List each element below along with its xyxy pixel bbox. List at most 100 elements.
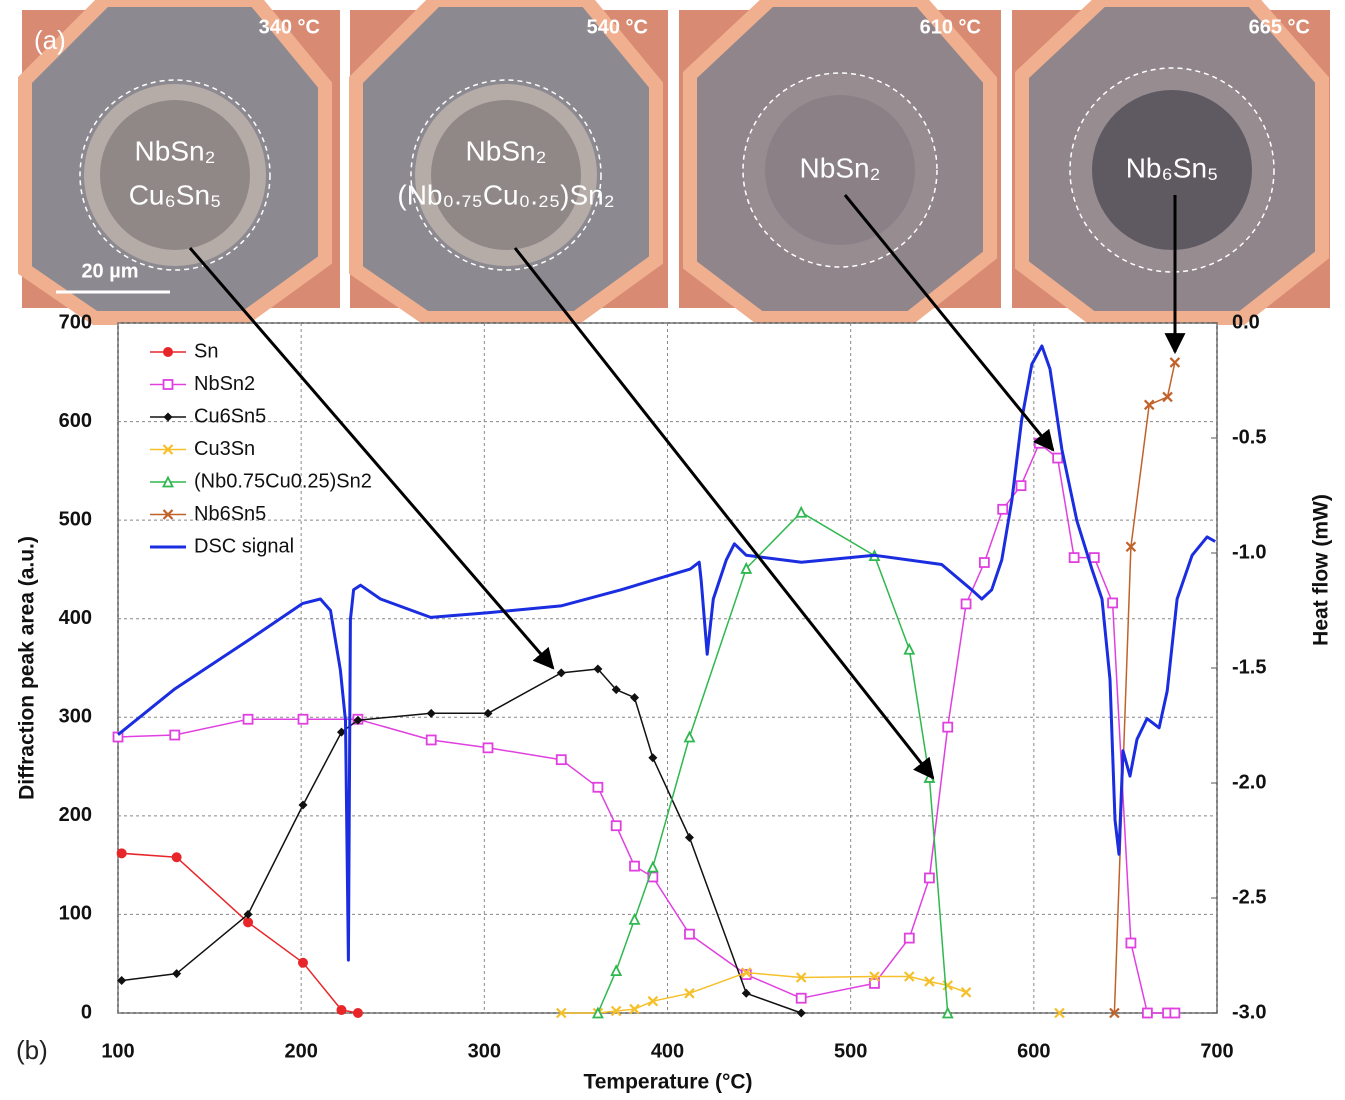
panel-label: (a) (34, 25, 66, 55)
marker (1143, 399, 1155, 411)
marker (243, 917, 254, 928)
y2-tick-label: -3.0 (1232, 1001, 1266, 1023)
y-tick-label: 0 (81, 1001, 92, 1023)
x-tick-label: 300 (468, 1040, 501, 1062)
marker (1033, 437, 1045, 449)
marker (611, 685, 621, 695)
marker (795, 505, 808, 518)
marker (425, 734, 437, 746)
marker (903, 932, 915, 944)
dsc-line (117, 344, 1216, 962)
marker (593, 664, 603, 674)
micrographs: 340 °C NbSn₂ Cu₆Sn₅ 540 °C NbSn₂ (Nb₀.₇₅Cu₀.₂… (18, 0, 1330, 325)
marker (628, 912, 641, 925)
marker (592, 781, 604, 793)
marker (298, 800, 308, 810)
marker (960, 987, 972, 998)
marker (741, 988, 751, 998)
y2-tick-label: -2.0 (1232, 771, 1266, 793)
marker (1015, 480, 1027, 492)
x-axis-title: Temperature (°C) (583, 1071, 752, 1094)
legend-label: (Nb0.75Cu0.25)Sn2 (194, 470, 372, 492)
legend: Sn NbSn2 Cu6Sn5 Cu3Sn (Nb0.75Cu0.25)Sn2 Nb6Sn… (150, 340, 372, 557)
marker (353, 715, 363, 725)
marker (162, 509, 174, 520)
marker (1162, 391, 1173, 403)
marker (483, 708, 493, 718)
marker (336, 727, 346, 737)
arrow (843, 194, 1055, 452)
marker (903, 642, 916, 655)
marker (795, 992, 807, 1004)
marker (924, 872, 935, 884)
phase-label: NbSn₂ (466, 135, 547, 166)
y-tick-label: 400 (59, 607, 92, 629)
phase-label: NbSn₂ (135, 135, 216, 166)
marker (629, 860, 640, 872)
marker (591, 1006, 604, 1019)
marker (683, 730, 696, 743)
arrow (513, 247, 935, 780)
marker (1068, 552, 1080, 563)
marker (555, 754, 567, 766)
reaction-core (765, 95, 915, 245)
marker (171, 852, 182, 863)
temperature-label: 340 °C (259, 16, 320, 38)
marker (1169, 357, 1181, 368)
marker (163, 347, 173, 357)
marker (162, 475, 174, 488)
marker (941, 1006, 954, 1019)
marker (1054, 1007, 1065, 1019)
marker (740, 967, 752, 978)
marker (172, 969, 182, 979)
marker (1107, 597, 1118, 609)
phase-label: (Nb₀.₇₅Cu₀.₂₅)Sn₂ (397, 179, 614, 210)
x-tick-label: 100 (101, 1040, 134, 1062)
outline (742, 72, 938, 268)
legend-label: Cu6Sn5 (194, 405, 266, 427)
marker (684, 833, 694, 843)
y2-axis-title: Heat flow (mW) (1310, 494, 1333, 646)
x-tick-label: 700 (1200, 1040, 1233, 1062)
arrow (188, 247, 555, 670)
marker (1141, 1007, 1153, 1019)
marker (297, 957, 308, 968)
marker (169, 729, 181, 741)
marker (1125, 541, 1137, 553)
marker (610, 1005, 622, 1017)
marker (684, 928, 695, 940)
micrograph: 665 °C Nb₆Sn₅ (1012, 0, 1330, 325)
marker (297, 713, 309, 725)
scale-bar-label: 20 µm (81, 260, 138, 282)
outline (1069, 67, 1275, 273)
marker (1125, 937, 1137, 949)
marker (869, 971, 880, 982)
y-tick-label: 700 (59, 311, 92, 333)
phase-label: Cu₆Sn₅ (129, 179, 222, 210)
plot: 100 200 300 400 500 600 700 0 100 200 300 400 500 600… (59, 311, 1267, 1062)
legend-label: Cu3Sn (194, 438, 255, 460)
y-tick-label: 200 (59, 804, 92, 826)
micrograph: 610 °C NbSn₂ (679, 0, 1001, 325)
marker (610, 964, 623, 977)
marker (1109, 1007, 1120, 1019)
outline (410, 79, 602, 271)
marker (242, 713, 254, 725)
marker (942, 721, 954, 733)
marker (163, 412, 173, 422)
y2-tick-label: -0.5 (1232, 426, 1266, 448)
marker (684, 988, 695, 999)
marker (1169, 1007, 1181, 1019)
reaction-core (431, 100, 581, 250)
marker (162, 444, 174, 455)
marker (610, 820, 622, 832)
x-tick-label: 500 (834, 1040, 867, 1062)
marker (162, 379, 174, 390)
micrograph: 340 °C NbSn₂ Cu₆Sn₅ (18, 0, 340, 325)
y2-tick-label: 0.0 (1232, 311, 1260, 333)
marker (978, 557, 990, 568)
reaction-core (100, 100, 250, 250)
y2-tick-label: -2.5 (1232, 886, 1266, 908)
marker (336, 1005, 347, 1016)
marker (630, 693, 640, 703)
